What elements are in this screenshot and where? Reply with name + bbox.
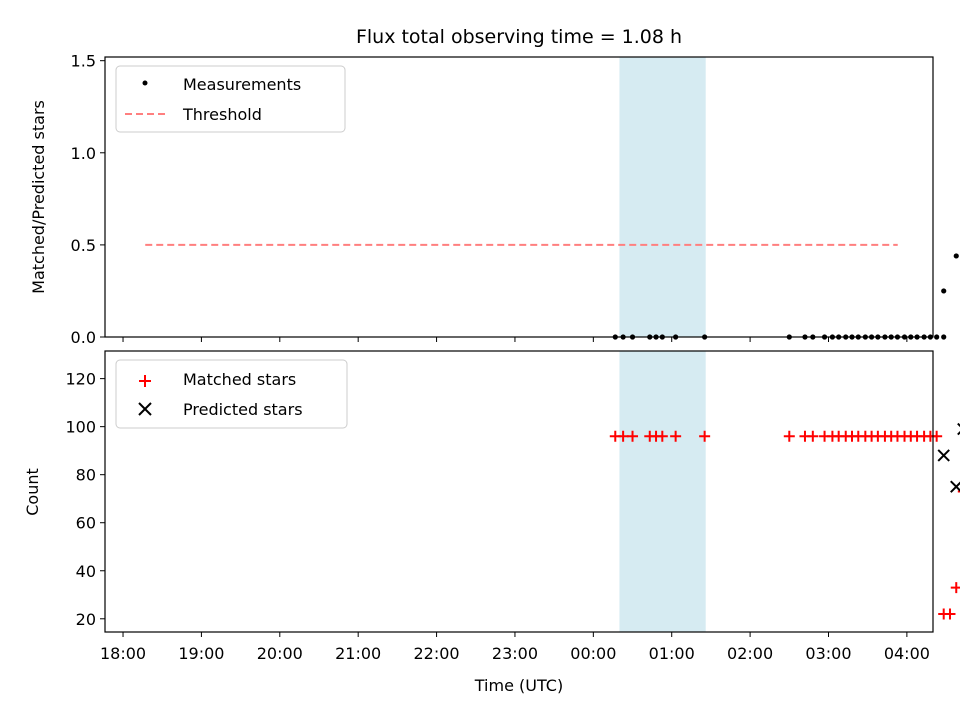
x-tick-label: 23:00	[492, 644, 538, 663]
bottom-y-tick-label: 40	[76, 562, 96, 581]
bottom-highlight-span	[619, 351, 706, 632]
top-y-axis-label: Matched/Predicted stars	[29, 100, 48, 294]
top-y-tick-label: 1.0	[71, 144, 96, 163]
bottom-legend-box	[115, 359, 348, 429]
legend-marker-predicted	[138, 402, 152, 416]
top-y-tick-label: 1.5	[71, 52, 96, 71]
top-highlight-span	[619, 57, 706, 337]
x-tick-label: 03:00	[805, 644, 851, 663]
top-y-tick-label: 0.0	[71, 328, 96, 347]
measurement-point	[934, 334, 940, 340]
x-tick-label: 19:00	[178, 644, 224, 663]
bottom-marks	[609, 422, 960, 620]
x-tick-label: 02:00	[727, 644, 773, 663]
top-y-tick-label: 0.5	[71, 236, 96, 255]
bottom-y-ticks: 20 40 60 80 100 120	[65, 370, 105, 629]
bottom-y-tick-label: 100	[65, 418, 96, 437]
bottom-y-axis-label: Count	[23, 468, 42, 516]
measurement-point	[941, 288, 947, 294]
bottom-panel: 20 40 60 80 100 120 18:00 19:00 20:00 21:00 22:00…	[23, 350, 960, 695]
top-legend: Measurements Threshold	[115, 65, 346, 133]
legend-label-measurements: Measurements	[183, 75, 301, 94]
chart-title: Flux total observing time = 1.08 h	[356, 26, 682, 48]
bottom-legend: Matched stars Predicted stars	[115, 359, 348, 429]
x-tick-label: 22:00	[414, 644, 460, 663]
bottom-y-tick-label: 120	[65, 370, 96, 389]
bottom-y-tick-label: 60	[76, 514, 96, 533]
x-tick-label: 01:00	[649, 644, 695, 663]
bottom-x-ticks: 18:00 19:00 20:00 21:00 22:00 23:00 00:00 01:00…	[100, 632, 930, 663]
x-tick-label: 04:00	[884, 644, 930, 663]
top-x-ticks	[122, 337, 908, 342]
legend-marker-matched	[139, 375, 151, 387]
matched-star-point	[807, 430, 819, 442]
bottom-y-tick-label: 20	[76, 610, 96, 629]
top-legend-box	[115, 65, 346, 133]
x-tick-label: 18:00	[100, 644, 146, 663]
legend-label-threshold: Threshold	[182, 105, 262, 124]
legend-marker-measurements	[142, 80, 148, 86]
matched-star-point	[670, 430, 682, 442]
x-tick-label: 00:00	[570, 644, 616, 663]
matched-star-point	[656, 430, 668, 442]
x-tick-label: 21:00	[335, 644, 381, 663]
matched-star-point	[699, 430, 711, 442]
legend-label-predicted: Predicted stars	[183, 400, 303, 419]
legend-label-matched: Matched stars	[183, 370, 296, 389]
predicted-star-point	[937, 449, 950, 462]
x-axis-label: Time (UTC)	[474, 676, 563, 695]
bottom-axes-frame	[104, 350, 934, 633]
top-y-ticks: 0.0 0.5 1.0 1.5	[71, 52, 105, 347]
measurement-point	[941, 334, 947, 340]
measurement-point	[953, 253, 959, 259]
top-panel: 0.0 0.5 1.0 1.5 Matched/Predicted stars Mea…	[29, 52, 959, 347]
matched-star-point	[617, 430, 629, 442]
top-axes-frame	[104, 56, 934, 338]
x-tick-label: 20:00	[257, 644, 303, 663]
matched-star-point	[783, 430, 795, 442]
bottom-y-tick-label: 80	[76, 466, 96, 485]
matched-star-point	[944, 608, 956, 620]
matched-star-point	[627, 430, 639, 442]
